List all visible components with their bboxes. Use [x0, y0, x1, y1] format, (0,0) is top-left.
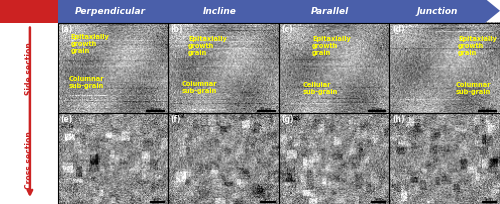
Bar: [279, 23, 390, 114]
Polygon shape: [484, 0, 500, 24]
Text: Epitaxially
growth
grain: Epitaxially growth grain: [71, 33, 110, 53]
Text: Columnar
sub-grain: Columnar sub-grain: [182, 80, 217, 93]
Text: 10μm: 10μm: [370, 106, 382, 110]
Text: (h): (h): [392, 115, 404, 124]
Text: Incline: Incline: [203, 7, 237, 16]
Text: (g): (g): [281, 115, 294, 124]
Bar: [0, 23, 58, 204]
Text: (d): (d): [392, 24, 404, 33]
Text: 5μm: 5μm: [374, 196, 383, 200]
Text: Junction: Junction: [417, 7, 458, 16]
Text: (f): (f): [170, 115, 181, 124]
Text: Perpendicular: Perpendicular: [74, 7, 146, 16]
Text: Columnar
sub-grain: Columnar sub-grain: [68, 76, 104, 89]
Text: Epitaxially
growth
grain: Epitaxially growth grain: [458, 36, 497, 56]
Text: 5μm: 5μm: [262, 196, 272, 200]
Text: 5μm: 5μm: [484, 196, 494, 200]
Text: Side section: Side section: [26, 42, 35, 95]
Bar: [168, 23, 279, 114]
Text: Columnar
sub-grain: Columnar sub-grain: [456, 82, 492, 95]
Text: (a): (a): [60, 24, 72, 33]
Text: Cellular
sub-grain: Cellular sub-grain: [303, 82, 338, 95]
Text: 10μm: 10μm: [149, 106, 162, 110]
Bar: [279, 114, 390, 204]
Bar: [58, 23, 168, 114]
Bar: [168, 114, 279, 204]
Bar: [260, 201, 275, 202]
Bar: [482, 201, 496, 202]
Bar: [58, 0, 484, 23]
Text: Epitaxially
growth
grain: Epitaxially growth grain: [188, 36, 227, 56]
Text: Parallel: Parallel: [311, 7, 349, 16]
Text: (e): (e): [60, 115, 72, 124]
Bar: [150, 201, 164, 202]
Text: Epitaxially
growth
grain: Epitaxially growth grain: [312, 36, 351, 56]
Text: 10μm: 10μm: [260, 106, 272, 110]
Bar: [58, 114, 168, 204]
Text: 10μm: 10μm: [481, 106, 494, 110]
Bar: [0, 0, 58, 23]
Text: Cross section: Cross section: [26, 130, 35, 188]
Text: 5μm: 5μm: [152, 196, 162, 200]
Text: (c): (c): [281, 24, 293, 33]
Text: (b): (b): [170, 24, 183, 33]
Bar: [390, 23, 500, 114]
Bar: [371, 201, 386, 202]
Bar: [390, 114, 500, 204]
